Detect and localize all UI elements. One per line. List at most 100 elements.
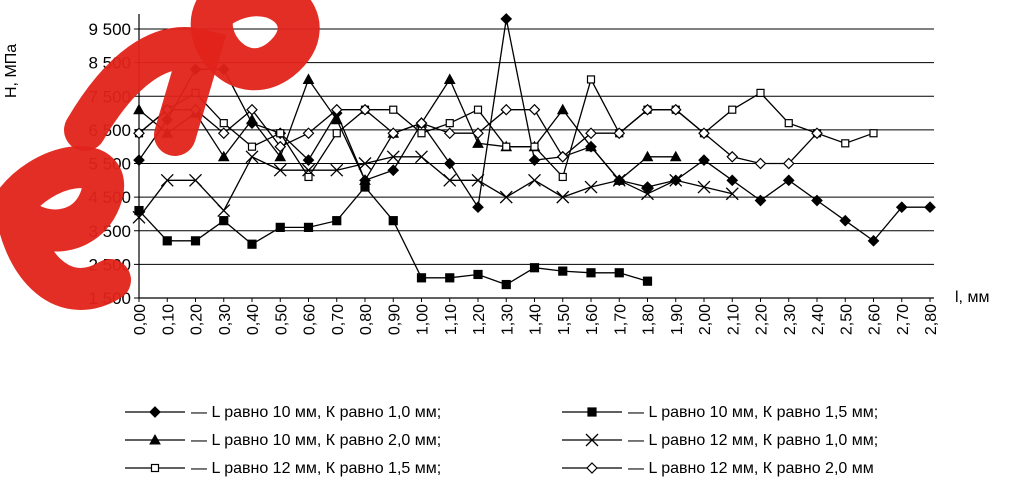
data-point xyxy=(669,173,683,187)
data-point xyxy=(669,103,682,116)
data-point xyxy=(784,119,793,128)
data-point xyxy=(669,150,682,162)
x-tick-label: 1,40 xyxy=(528,304,545,335)
x-tick-label: 2,50 xyxy=(838,304,855,335)
data-point xyxy=(472,127,484,140)
data-point xyxy=(189,63,202,76)
x-tick-label: 2,70 xyxy=(895,304,912,335)
y-tick-label: 5 500 xyxy=(88,155,131,174)
data-point xyxy=(246,103,258,116)
legend-label: — L равно 12 мм, К равно 1,5 мм; xyxy=(191,460,441,477)
x-tick-label: 1,50 xyxy=(556,304,573,335)
data-point xyxy=(149,406,161,418)
data-point xyxy=(416,273,427,283)
data-point xyxy=(502,142,511,151)
data-point xyxy=(389,105,398,114)
data-point xyxy=(132,210,146,224)
data-point xyxy=(359,103,371,116)
data-point xyxy=(641,181,654,193)
data-point xyxy=(247,142,257,151)
data-point xyxy=(641,187,654,201)
x-tick-label: 0,70 xyxy=(330,304,347,335)
data-point xyxy=(302,73,315,84)
y-tick-label: 3 500 xyxy=(88,222,131,241)
data-point xyxy=(160,173,174,187)
legend: — L равно 10 мм, К равно 1,0 мм; — L равн… xyxy=(125,404,878,477)
data-point xyxy=(924,201,936,214)
legend-item: — L равно 10 мм, К равно 2,0 мм; xyxy=(125,432,441,449)
data-point xyxy=(273,163,287,177)
data-point xyxy=(443,157,456,170)
data-point xyxy=(473,269,483,280)
data-point xyxy=(161,113,174,126)
x-tick-label: 2,00 xyxy=(697,304,714,335)
data-point xyxy=(386,150,400,164)
data-point xyxy=(869,129,878,138)
data-point xyxy=(274,140,287,153)
data-point xyxy=(473,105,483,114)
legend-label: — L равно 10 мм, К равно 2,0 мм; xyxy=(191,432,441,449)
data-point xyxy=(150,463,160,473)
data-point xyxy=(841,139,850,148)
x-tick-label: 1,30 xyxy=(499,304,516,335)
legend-label: — L равно 12 мм, К равно 1,0 мм; xyxy=(628,432,878,449)
x-tick-label: 0,80 xyxy=(358,304,375,335)
y-axis-label: Н, МПа xyxy=(3,44,20,98)
y-tick-label: 1 500 xyxy=(88,289,131,308)
y-tick-label: 4 500 xyxy=(88,188,131,207)
data-point xyxy=(217,204,231,218)
data-point xyxy=(584,180,598,194)
x-tick-label: 1,10 xyxy=(443,304,460,335)
legend-item: — L равно 10 мм, К равно 1,5 мм; xyxy=(562,404,878,421)
data-point xyxy=(471,173,485,187)
data-point xyxy=(586,75,596,84)
data-point xyxy=(330,103,343,116)
x-tick-label: 0,00 xyxy=(132,304,149,335)
data-point xyxy=(895,201,908,214)
data-point xyxy=(358,157,372,170)
data-point xyxy=(219,119,228,128)
x-tick-label: 2,30 xyxy=(782,304,799,335)
data-point xyxy=(417,129,426,138)
data-point xyxy=(586,268,596,278)
data-point xyxy=(642,276,653,286)
data-point xyxy=(641,150,654,162)
data-point xyxy=(443,173,457,187)
data-point xyxy=(445,273,455,283)
data-point xyxy=(330,163,344,177)
data-point xyxy=(191,88,200,97)
x-tick-label: 0,90 xyxy=(386,304,403,335)
x-tick-label: 0,10 xyxy=(160,304,177,335)
data-point xyxy=(558,266,568,276)
data-point xyxy=(387,127,400,140)
data-point xyxy=(247,239,257,249)
data-point xyxy=(641,103,654,116)
data-point xyxy=(303,222,314,232)
data-point xyxy=(585,433,599,447)
data-point xyxy=(585,127,597,140)
data-point xyxy=(556,150,569,163)
x-tick-label: 0,20 xyxy=(189,304,206,335)
data-point xyxy=(756,88,765,97)
x-tick-label: 1,60 xyxy=(584,304,601,335)
data-point xyxy=(276,129,285,138)
legend-item: — L равно 12 мм, К равно 2,0 мм xyxy=(562,460,874,477)
data-point xyxy=(529,263,540,273)
x-tick-label: 1,90 xyxy=(669,304,686,335)
series-line xyxy=(138,155,733,218)
data-point xyxy=(612,173,626,187)
data-point xyxy=(274,150,287,162)
data-point xyxy=(246,113,258,125)
y-tick-labels: 1 500 2 500 3 500 4 500 5 500 6 500 7 500 8 500… xyxy=(88,20,131,308)
data-point xyxy=(528,103,541,116)
data-point xyxy=(754,157,767,170)
x-tick-label: 2,80 xyxy=(923,304,940,335)
data-point xyxy=(415,150,428,164)
data-point xyxy=(754,194,767,207)
legend-label: — L равно 10 мм, К равно 1,0 мм; xyxy=(191,404,441,421)
data-point xyxy=(500,103,513,116)
data-point xyxy=(867,234,880,247)
data-point xyxy=(245,150,259,164)
data-point xyxy=(330,113,343,125)
